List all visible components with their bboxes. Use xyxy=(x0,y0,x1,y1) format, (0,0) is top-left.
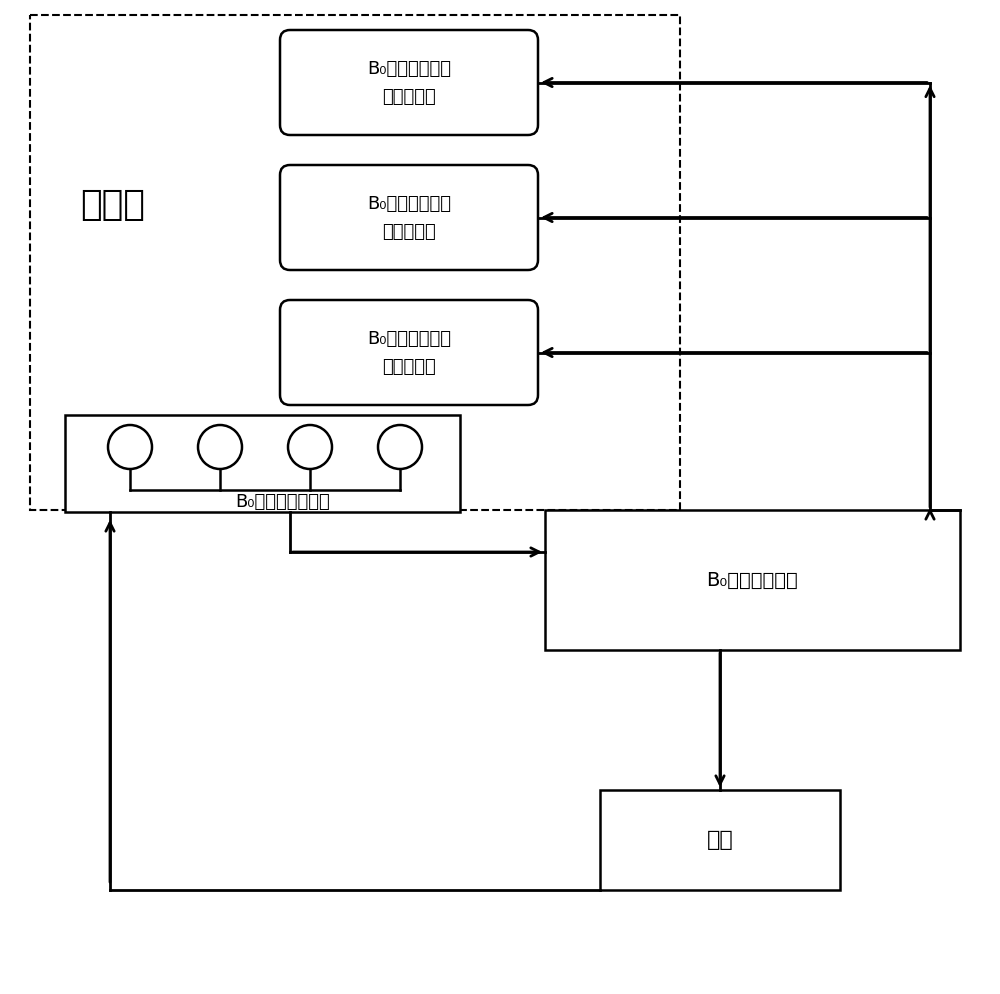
Text: B₀磁场补偿线圈: B₀磁场补偿线圈 xyxy=(367,195,451,213)
Bar xyxy=(30,15,680,510)
Text: B₀磁场补偿线圈: B₀磁场补偿线圈 xyxy=(367,60,451,78)
FancyBboxPatch shape xyxy=(280,30,538,135)
FancyBboxPatch shape xyxy=(280,165,538,270)
Text: B₀磁场检测传感器: B₀磁场检测传感器 xyxy=(235,493,330,511)
FancyBboxPatch shape xyxy=(280,300,538,405)
Circle shape xyxy=(108,425,152,469)
Text: 左右分布对: 左右分布对 xyxy=(382,223,436,241)
Text: 前后分布对: 前后分布对 xyxy=(382,358,436,376)
Text: B₀磁场补偿线圈: B₀磁场补偿线圈 xyxy=(367,329,451,348)
Circle shape xyxy=(198,425,242,469)
Circle shape xyxy=(378,425,422,469)
Text: 主磁体: 主磁体 xyxy=(80,188,145,222)
Text: B₀磁场补偿电路: B₀磁场补偿电路 xyxy=(707,571,798,589)
Bar xyxy=(545,510,960,650)
Circle shape xyxy=(288,425,332,469)
Bar xyxy=(65,415,460,512)
Text: 上下分布对: 上下分布对 xyxy=(382,87,436,105)
Text: 电脑: 电脑 xyxy=(707,830,733,850)
Bar xyxy=(600,790,840,890)
